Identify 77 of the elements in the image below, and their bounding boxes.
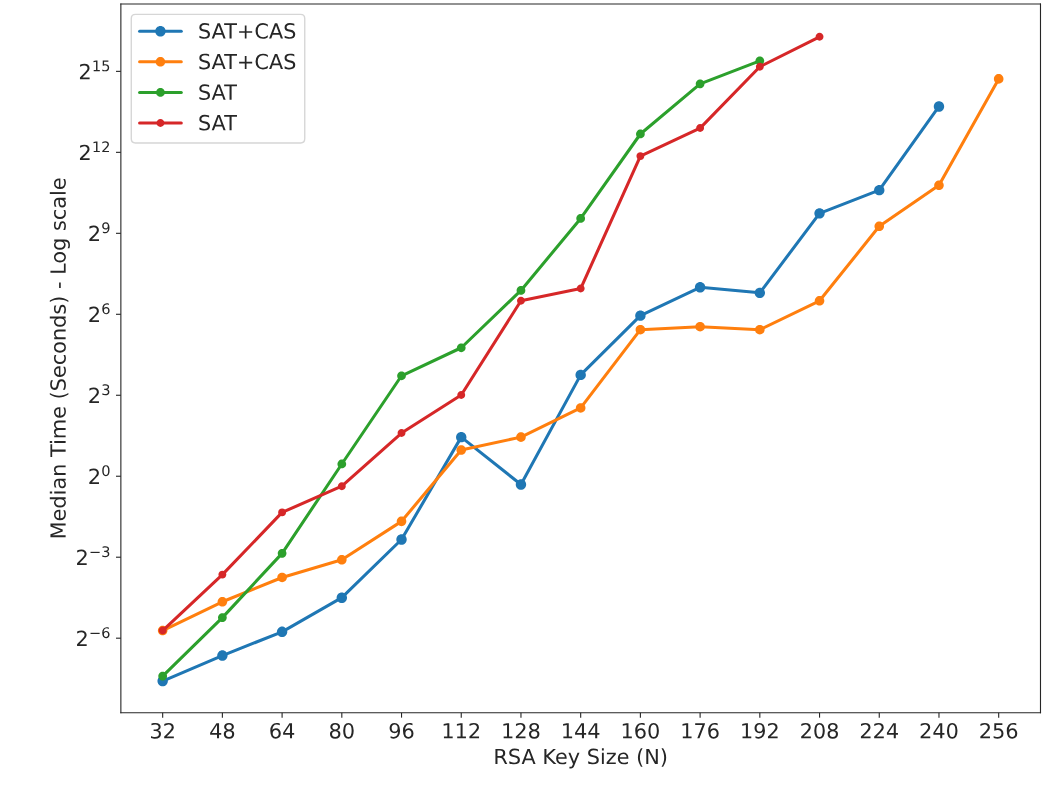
legend-label: SAT xyxy=(199,84,237,100)
point xyxy=(456,343,466,353)
point xyxy=(457,391,466,399)
x-tick-label: 144 xyxy=(563,723,600,739)
point xyxy=(993,74,1004,84)
x-axis-title: RSA Key Size (N) xyxy=(495,748,667,769)
y-tick-label: 2$^{3}$ xyxy=(89,384,110,404)
point xyxy=(517,296,525,305)
x-tick-label: 256 xyxy=(980,722,1018,739)
y-tick-label: 2$^{−6}$ xyxy=(77,627,110,646)
x-tick-label: 176 xyxy=(682,722,719,739)
point xyxy=(576,214,586,223)
point xyxy=(456,431,467,443)
y-tick-label: 2$^{9}$ xyxy=(89,222,110,242)
x-tick-label: 96 xyxy=(389,722,414,739)
x-tick-label: 128 xyxy=(503,722,540,739)
x-tick-label: 32 xyxy=(151,722,174,739)
x-tick-label: 80 xyxy=(329,722,354,739)
point xyxy=(635,310,646,321)
point xyxy=(755,62,764,71)
x-tick-label: 112 xyxy=(443,722,480,739)
x-tick-label: 224 xyxy=(860,722,898,739)
point xyxy=(636,129,645,139)
point xyxy=(576,284,585,293)
point xyxy=(456,445,467,455)
point xyxy=(337,555,347,565)
point xyxy=(397,371,406,381)
legend-label: SAT+CAS xyxy=(199,53,296,70)
point xyxy=(874,221,885,232)
point xyxy=(218,613,227,622)
point xyxy=(396,534,407,545)
x-tick-label: 192 xyxy=(742,722,778,739)
x-tick-label: 64 xyxy=(270,722,295,739)
point xyxy=(636,152,645,161)
point xyxy=(814,208,825,219)
point xyxy=(874,184,885,196)
point xyxy=(337,459,347,469)
point xyxy=(754,287,766,299)
legend-label: SAT xyxy=(199,114,237,131)
point xyxy=(336,592,348,603)
y-axis-title: Median Time (Seconds) - Log scale xyxy=(49,178,70,538)
point xyxy=(575,369,586,381)
point xyxy=(575,403,586,413)
point xyxy=(396,516,407,527)
x-tick-label: 48 xyxy=(210,722,235,739)
point xyxy=(933,101,945,112)
point xyxy=(934,180,944,191)
point xyxy=(635,324,646,335)
point xyxy=(218,570,227,579)
point xyxy=(277,548,287,558)
point xyxy=(217,650,228,661)
point xyxy=(278,508,287,517)
point xyxy=(516,286,526,295)
y-tick-label: 2$^{−3}$ xyxy=(77,546,110,565)
point xyxy=(815,32,824,41)
y-tick-label: 2$^{0}$ xyxy=(89,465,110,484)
point xyxy=(695,79,705,89)
point xyxy=(277,572,287,583)
legend-label: SAT+CAS xyxy=(199,23,296,39)
point xyxy=(755,324,765,335)
point xyxy=(515,479,527,490)
point xyxy=(217,596,228,607)
x-tick-label: 240 xyxy=(920,722,958,739)
x-tick-label: 160 xyxy=(622,722,659,739)
point xyxy=(814,296,825,306)
x-tick-label: 208 xyxy=(801,722,838,739)
point xyxy=(397,429,406,438)
point xyxy=(694,282,706,293)
point xyxy=(276,626,288,638)
point xyxy=(695,321,705,332)
point xyxy=(516,432,526,442)
point xyxy=(337,482,346,491)
y-tick-label: 2$^{15}$ xyxy=(79,60,110,80)
y-tick-label: 2$^{12}$ xyxy=(79,141,109,161)
y-tick-label: 2$^{6}$ xyxy=(89,303,110,323)
point xyxy=(158,671,168,681)
point xyxy=(696,124,705,133)
